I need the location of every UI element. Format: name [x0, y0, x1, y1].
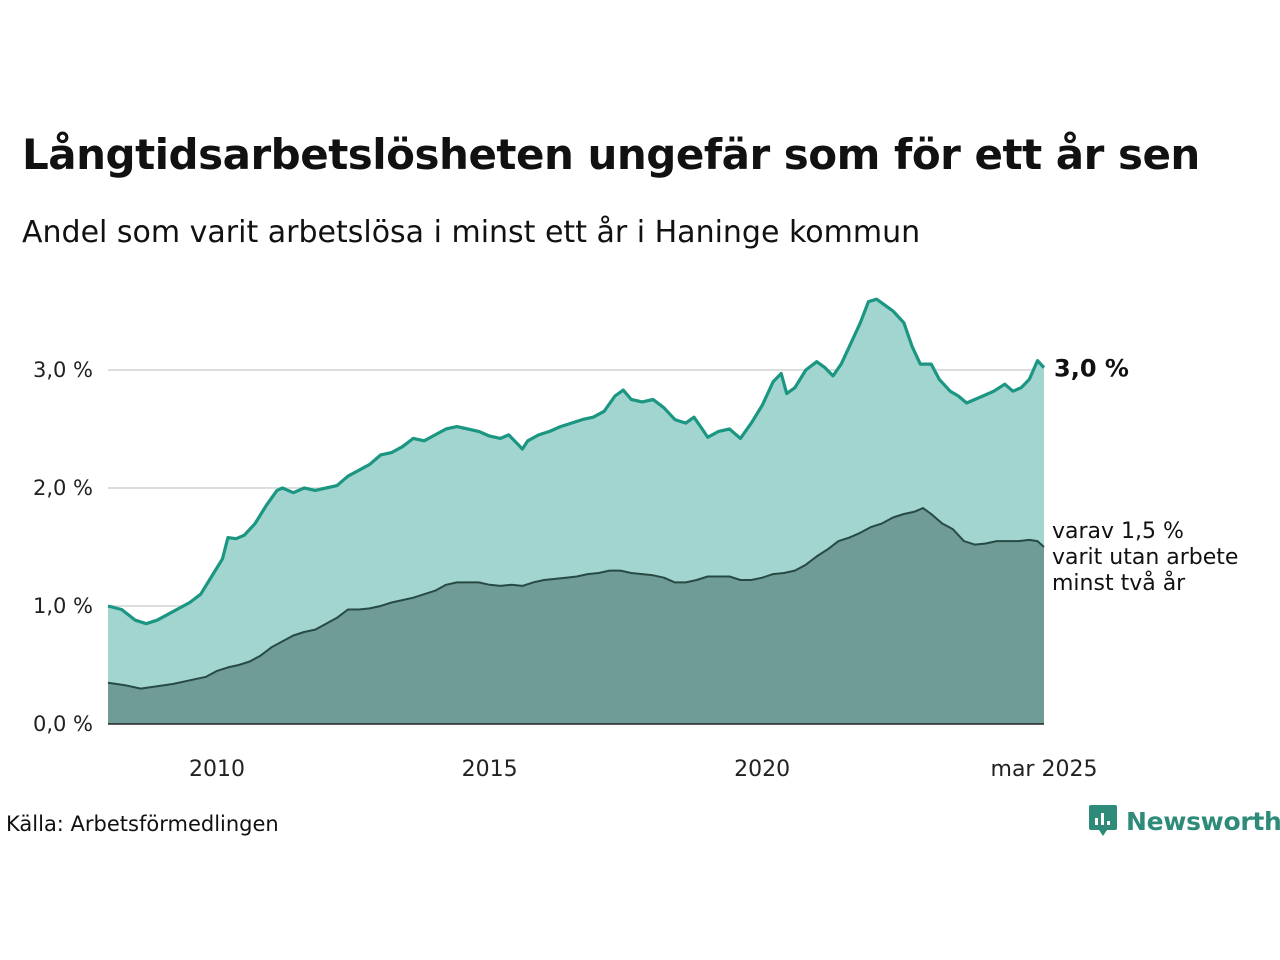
series-2-end-label-line: varav 1,5 %: [1052, 519, 1184, 544]
brand-logo[interactable]: Newsworthy: [1088, 803, 1280, 839]
y-tick-label: 3,0 %: [33, 358, 93, 382]
series-2-line: [107, 507, 1045, 690]
x-tick-label: 2010: [189, 757, 245, 782]
x-tick-label: 2020: [734, 757, 790, 782]
y-tick-label: 2,0 %: [33, 476, 93, 500]
series-1-line: [107, 297, 1046, 626]
series-2-end-label-line: varit utan arbete: [1052, 545, 1238, 570]
area-series: [107, 297, 1046, 724]
y-tick-label: 1,0 %: [33, 594, 93, 618]
newsworthy-logo-icon: [1089, 805, 1117, 836]
chart-title: Långtidsarbetslösheten ungefär som för e…: [22, 130, 1200, 179]
source-note: Källa: Arbetsförmedlingen: [6, 812, 279, 836]
brand-name: Newsworthy: [1126, 806, 1280, 836]
axes: 0,0 % 1,0 % 2,0 % 3,0 % 2010 2015 2020 mar 2025: [33, 358, 1098, 782]
series-1-end-label: 3,0 %: [1054, 355, 1129, 383]
y-tick-label: 0,0 %: [33, 712, 93, 736]
x-tick-label: mar 2025: [991, 757, 1098, 782]
series-2-end-label-line: minst två år: [1052, 570, 1186, 596]
x-tick-label: 2015: [462, 757, 518, 782]
chart-subtitle: Andel som varit arbetslösa i minst ett å…: [22, 215, 921, 250]
